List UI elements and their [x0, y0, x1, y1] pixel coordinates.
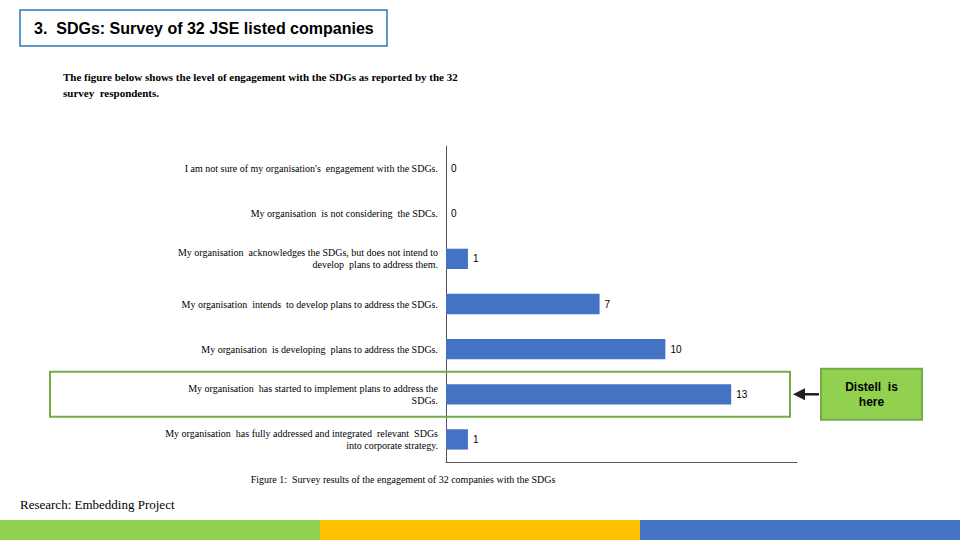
svg-text:SDGs.: SDGs.: [409, 395, 438, 406]
svg-text:My organisation acknowledges: My organisation acknowledges the SDGs, b…: [178, 247, 438, 258]
svg-text:My organisation has started t: My organisation has started to implement…: [188, 383, 438, 394]
svg-text:10: 10: [670, 344, 682, 355]
svg-text:0: 0: [451, 163, 457, 174]
svg-text:My organisation is not consid: My organisation is not considering the S…: [251, 208, 438, 219]
svg-text:I am not sure of my organisati: I am not sure of my organisation's engag…: [185, 163, 438, 174]
svg-text:survey respondents.: survey respondents.: [63, 87, 159, 99]
svg-text:3. SDGs: Survey of 32 JSE lis: 3. SDGs: Survey of 32 JSE listed compani…: [34, 20, 374, 37]
svg-text:13: 13: [736, 389, 748, 400]
svg-text:My organisation intends to d: My organisation intends to develop plans…: [182, 299, 438, 310]
svg-text:develop plans to address them: develop plans to address them.: [310, 259, 438, 270]
svg-text:0: 0: [451, 208, 457, 219]
svg-text:here: here: [859, 395, 885, 409]
svg-text:Research: Embedding Project: Research: Embedding Project: [20, 497, 175, 512]
svg-text:My organisation has fully add: My organisation has fully addressed and …: [165, 428, 438, 439]
svg-text:Figure 1: Survey results of t: Figure 1: Survey results of the engageme…: [251, 474, 556, 485]
svg-text:Distell is: Distell is: [845, 380, 898, 394]
svg-text:1: 1: [473, 253, 479, 264]
svg-text:My organisation is developing: My organisation is developing plans to a…: [201, 344, 438, 355]
svg-text:1: 1: [473, 434, 479, 445]
svg-text:The figure below shows the lev: The figure below shows the level of enga…: [63, 71, 458, 83]
svg-text:into corporate strategy.: into corporate strategy.: [344, 440, 438, 451]
svg-text:7: 7: [605, 299, 611, 310]
